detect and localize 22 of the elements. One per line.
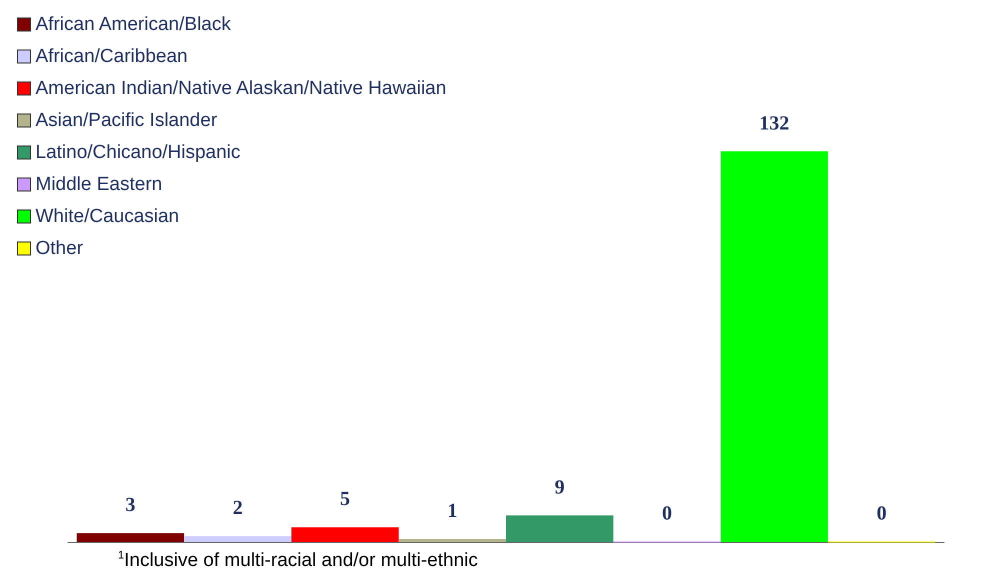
- bar: [398, 539, 506, 542]
- bar: [720, 151, 828, 542]
- legend-label: African/Caribbean: [36, 46, 188, 67]
- data-label: 2: [232, 497, 243, 520]
- bar: [184, 536, 292, 542]
- legend-label: Other: [36, 238, 84, 259]
- data-label: 1: [447, 500, 458, 522]
- legend-label: Latino/Chicano/Hispanic: [36, 142, 240, 163]
- data-label: 3: [125, 494, 136, 516]
- bar: [76, 533, 184, 542]
- legend-label: African American/Black: [36, 14, 232, 35]
- legend-label: White/Caucasian: [36, 206, 180, 227]
- legend-label: Asian/Pacific Islander: [36, 110, 218, 131]
- data-label: 132: [759, 112, 790, 134]
- data-label: 0: [662, 502, 672, 524]
- data-label: 0: [876, 502, 887, 524]
- data-label: 9: [554, 476, 565, 498]
- legend-label: American Indian/Native Alaskan/Native Hawaiian: [36, 78, 446, 99]
- data-label: 5: [340, 488, 350, 510]
- bar: [506, 515, 614, 542]
- legend-label: Middle Eastern: [36, 174, 162, 195]
- bar: [291, 527, 399, 542]
